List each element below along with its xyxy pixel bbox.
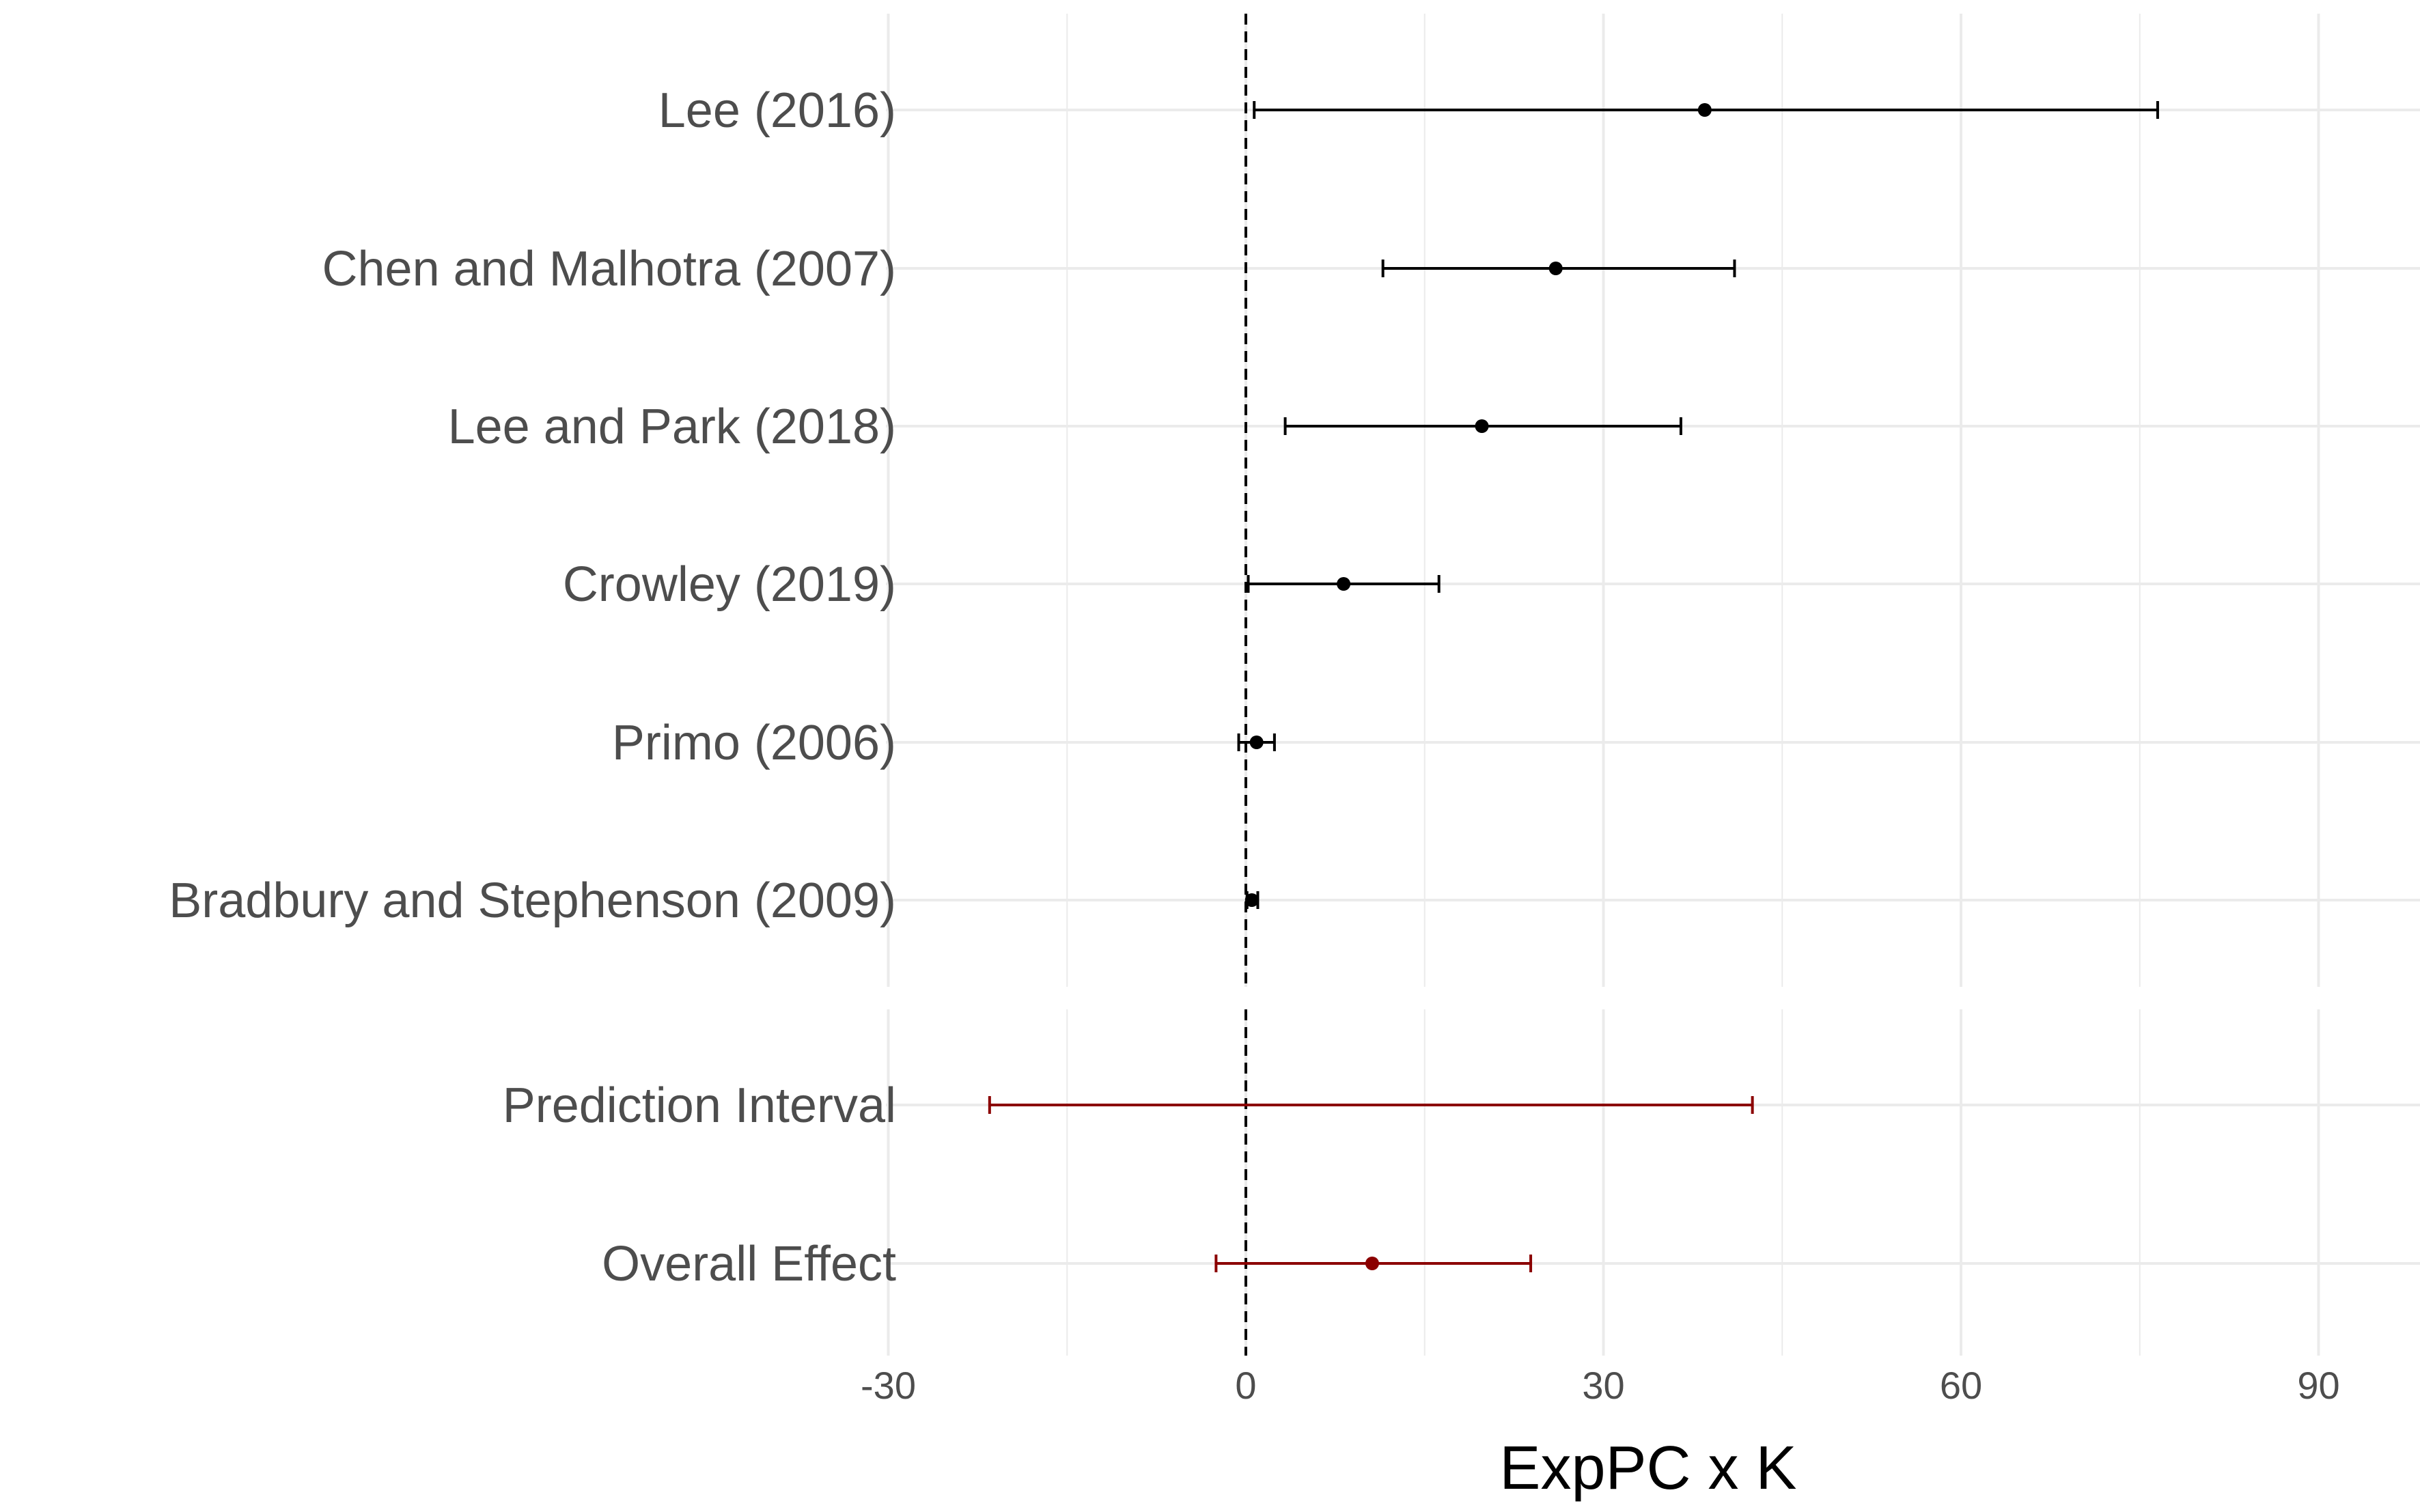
x-tick-label: 30 <box>1582 1364 1624 1407</box>
row-label: Chen and Malhotra (2007) <box>322 242 896 296</box>
row-label: Crowley (2019) <box>563 557 896 612</box>
point-estimate <box>1697 103 1712 117</box>
point-estimate <box>1475 419 1489 433</box>
point-estimate <box>1365 1257 1379 1270</box>
row-label: Lee (2016) <box>658 83 896 138</box>
row-label: Lee and Park (2018) <box>448 400 896 454</box>
point-estimate <box>1548 262 1563 275</box>
point-estimate <box>1249 736 1264 749</box>
grid-layer <box>886 14 2420 1356</box>
point-estimate <box>1244 893 1259 907</box>
row-labels: Lee (2016) Chen and Malhotra (2007) Lee an… <box>169 83 896 1291</box>
x-axis-title: ExpPC x K <box>1499 1434 1796 1502</box>
x-tick-label: -30 <box>861 1364 916 1407</box>
row-label: Prediction Interval <box>503 1078 896 1133</box>
x-tick-label: 60 <box>1940 1364 1982 1407</box>
x-tick-labels: -30 0 30 60 90 <box>861 1364 2340 1407</box>
row-label: Bradbury and Stephenson (2009) <box>169 873 896 928</box>
row-label: Primo (2006) <box>612 716 896 770</box>
x-tick-label: 0 <box>1235 1364 1256 1407</box>
x-tick-label: 90 <box>2297 1364 2339 1407</box>
point-estimate <box>1337 577 1351 591</box>
marks-layer <box>988 101 2159 1272</box>
row-label: Overall Effect <box>602 1237 896 1291</box>
